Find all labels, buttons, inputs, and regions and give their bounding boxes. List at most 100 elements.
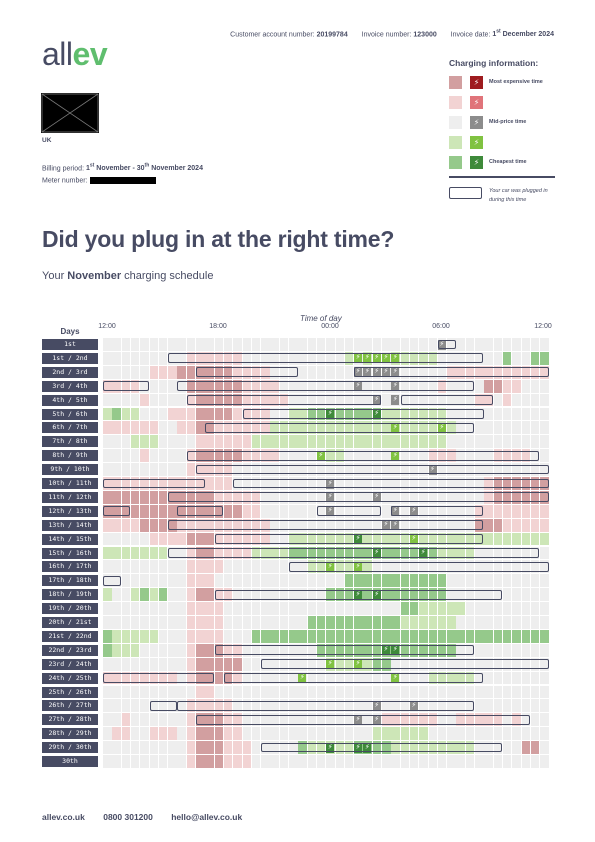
heatmap-cell <box>261 379 270 393</box>
heatmap-cell <box>307 421 317 435</box>
heatmap-cell <box>289 365 298 379</box>
heatmap-cell <box>279 713 289 727</box>
heatmap-cell <box>400 699 410 713</box>
heatmap-cell <box>400 657 410 671</box>
heatmap-cell <box>168 616 177 629</box>
heatmap-cell <box>540 588 549 602</box>
heatmap-cell <box>177 365 186 379</box>
heatmap-cell <box>475 338 484 351</box>
heatmap-cell <box>428 685 437 699</box>
heatmap-cell <box>456 449 465 463</box>
heatmap-cell <box>540 755 549 768</box>
heatmap-cell <box>363 574 372 588</box>
heatmap-cell <box>270 463 279 476</box>
invoice-date-label: Invoice date: <box>450 31 491 39</box>
footer-email[interactable]: hello@allev.co.uk <box>171 812 243 822</box>
heatmap-cell <box>502 518 512 532</box>
heatmap-cell <box>130 699 140 713</box>
heatmap-cell <box>168 602 177 615</box>
heatmap-cell <box>456 393 465 407</box>
heatmap-cell <box>140 671 149 685</box>
heatmap-cell <box>530 699 540 713</box>
heatmap-cell <box>233 560 242 574</box>
heatmap-cell <box>196 477 205 490</box>
heatmap-cell <box>233 421 242 435</box>
heatmap-cell <box>484 407 493 421</box>
heatmap-cell <box>335 671 344 685</box>
heatmap-cell <box>130 435 140 449</box>
heatmap-cell <box>465 463 475 476</box>
heatmap-cell <box>242 463 251 476</box>
heatmap-cell <box>103 393 112 407</box>
heatmap-cell <box>298 490 307 504</box>
heatmap-cell <box>326 616 335 629</box>
heatmap-cell <box>456 727 465 741</box>
heatmap-cell <box>493 671 503 685</box>
heatmap-cell <box>400 727 410 741</box>
day-label: 4th / 5th <box>42 394 98 406</box>
footer-website[interactable]: allev.co.uk <box>42 812 85 822</box>
heatmap-cell <box>502 421 512 435</box>
heatmap-cell <box>344 477 354 490</box>
heatmap-cell <box>214 741 224 754</box>
heatmap-cell <box>223 574 233 588</box>
heatmap-cell <box>372 379 382 393</box>
heatmap-cell <box>456 741 465 754</box>
heatmap-cell <box>103 490 112 504</box>
heatmap-cell <box>493 560 503 574</box>
heatmap-cell <box>233 532 242 546</box>
heatmap-cell <box>484 546 493 560</box>
heatmap-cell <box>121 379 131 393</box>
heatmap-cell <box>205 643 214 657</box>
x-tick-label: 12:00 <box>534 323 552 330</box>
heatmap-cell <box>428 588 437 602</box>
heatmap-cell <box>233 351 242 365</box>
heatmap-cell <box>354 407 363 421</box>
heatmap-cell <box>261 518 270 532</box>
heatmap-cell <box>186 449 196 463</box>
heatmap-cell <box>186 365 196 379</box>
footer-phone[interactable]: 0800 301200 <box>103 812 153 822</box>
heatmap-cell <box>391 685 400 699</box>
heatmap-cell <box>307 741 317 754</box>
heatmap-cell <box>391 699 400 713</box>
heatmap-cell <box>382 490 391 504</box>
heatmap-cell <box>289 713 298 727</box>
charge-bolt-icon: ⚡ <box>372 409 381 419</box>
heatmap-cell <box>400 588 410 602</box>
heatmap-cell <box>456 685 465 699</box>
heatmap-cell <box>326 671 335 685</box>
heatmap-cell <box>465 685 475 699</box>
heatmap-cell <box>437 449 447 463</box>
heatmap-cell <box>233 407 242 421</box>
heatmap-cell <box>270 421 279 435</box>
heatmap-cell <box>289 407 298 421</box>
heatmap-cell <box>186 727 196 741</box>
charge-bolt-icon: ⚡ <box>363 742 372 753</box>
heatmap-cell <box>289 741 298 754</box>
heatmap-cell <box>112 338 121 351</box>
day-label: 24th / 25th <box>42 672 98 684</box>
heatmap-cell <box>289 338 298 351</box>
heatmap-cell <box>205 351 214 365</box>
heatmap-cell <box>335 643 344 657</box>
heatmap-cell <box>540 435 549 449</box>
heatmap-cell <box>298 338 307 351</box>
heatmap-cell <box>205 629 214 643</box>
heatmap-cell <box>279 518 289 532</box>
charge-bolt-icon: ⚡ <box>326 742 335 753</box>
heatmap-cell <box>382 560 391 574</box>
heatmap-cell <box>456 643 465 657</box>
heatmap-cell <box>196 532 205 546</box>
heatmap-cell <box>344 602 354 615</box>
heatmap-cell <box>186 532 196 546</box>
heatmap-cell <box>409 490 419 504</box>
redacted-address-image <box>41 93 99 133</box>
heatmap-cell <box>251 546 261 560</box>
heatmap-cell <box>279 588 289 602</box>
heatmap-cell <box>251 407 261 421</box>
heatmap-cell <box>298 463 307 476</box>
heatmap-cell <box>214 727 224 741</box>
heatmap-cell <box>530 421 540 435</box>
heatmap-cell <box>475 657 484 671</box>
